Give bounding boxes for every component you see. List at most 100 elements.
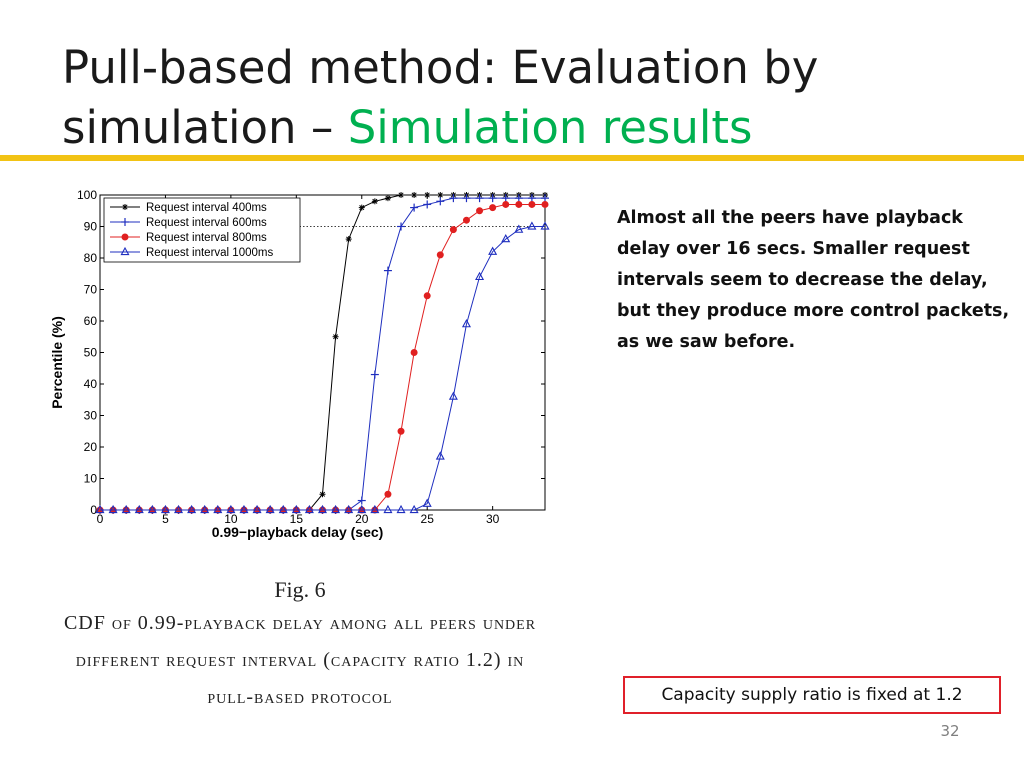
series-4-point bbox=[134, 504, 144, 514]
series-4-point bbox=[475, 271, 485, 281]
series-2-point bbox=[501, 194, 510, 203]
x-tick-label: 0 bbox=[97, 512, 104, 526]
series-4-point bbox=[540, 221, 550, 230]
series-3-point bbox=[462, 216, 470, 224]
series-2-point bbox=[423, 200, 432, 209]
series-1-point bbox=[437, 192, 444, 198]
series-2-point bbox=[370, 370, 379, 379]
series-4-point bbox=[357, 504, 367, 514]
series-line-4 bbox=[100, 226, 545, 511]
legend-label-2: Request interval 600ms bbox=[146, 217, 267, 229]
legend-marker-2 bbox=[121, 218, 129, 226]
series-3-point bbox=[489, 204, 497, 212]
series-4-point bbox=[331, 504, 341, 514]
title-accent: Simulation results bbox=[347, 101, 753, 154]
legend-label-4: Request interval 1000ms bbox=[146, 247, 273, 259]
series-4-point bbox=[265, 504, 275, 514]
x-tick-label: 5 bbox=[162, 512, 169, 526]
x-tick-label: 10 bbox=[224, 512, 238, 526]
series-4-point bbox=[95, 504, 105, 514]
series-4-point bbox=[396, 504, 406, 514]
y-tick-label: 20 bbox=[84, 440, 98, 454]
series-4-point bbox=[383, 504, 393, 514]
y-tick-label: 40 bbox=[84, 377, 98, 391]
legend-marker-3 bbox=[121, 233, 129, 241]
series-4-point bbox=[278, 504, 288, 514]
series-2-point bbox=[462, 194, 471, 203]
series-4-point bbox=[370, 504, 380, 514]
series-2-point bbox=[397, 222, 406, 231]
page-number: 32 bbox=[940, 722, 960, 740]
y-tick-label: 80 bbox=[84, 251, 98, 265]
series-3-point bbox=[410, 349, 418, 356]
y-tick-label: 100 bbox=[77, 188, 97, 202]
series-1-point bbox=[332, 333, 339, 340]
series-4-point bbox=[501, 233, 511, 243]
series-4-point bbox=[147, 504, 157, 514]
y-tick-label: 70 bbox=[84, 283, 98, 297]
title-divider bbox=[0, 155, 1024, 161]
series-4-point bbox=[187, 504, 197, 514]
y-tick-label: 30 bbox=[84, 409, 98, 423]
series-3-point bbox=[528, 200, 536, 208]
x-tick-label: 20 bbox=[355, 512, 369, 526]
series-4-point bbox=[200, 504, 210, 514]
figure-caption: Fig. 6 CDF of 0.99-playback delay among … bbox=[50, 575, 550, 716]
series-2-point bbox=[514, 194, 523, 203]
series-4-point bbox=[461, 319, 471, 328]
series-3-point bbox=[384, 490, 392, 498]
series-3-point bbox=[502, 200, 510, 208]
y-tick-label: 90 bbox=[84, 220, 98, 234]
series-1-point bbox=[411, 192, 418, 198]
series-2-point bbox=[488, 194, 497, 203]
series-1-point bbox=[345, 236, 352, 243]
x-tick-label: 15 bbox=[290, 512, 304, 526]
series-3-point bbox=[515, 200, 523, 208]
x-tick-label: 25 bbox=[421, 512, 435, 526]
series-4-point bbox=[174, 504, 184, 514]
series-4-point bbox=[435, 451, 445, 460]
series-4-point bbox=[121, 504, 131, 514]
series-4-point bbox=[226, 504, 236, 514]
series-4-point bbox=[213, 504, 223, 514]
legend-marker-1 bbox=[122, 204, 128, 210]
legend-label-3: Request interval 800ms bbox=[146, 232, 267, 244]
series-4-point bbox=[160, 504, 170, 514]
figure-caption-text: CDF of 0.99-playback delay among all pee… bbox=[63, 612, 537, 708]
series-3-point bbox=[436, 251, 444, 259]
series-4-point bbox=[317, 504, 328, 514]
series-3-point bbox=[476, 207, 484, 215]
x-axis-label: 0.99−playback delay (sec) bbox=[212, 524, 384, 540]
series-4-point bbox=[448, 391, 458, 400]
series-1-point bbox=[398, 192, 405, 198]
series-4-point bbox=[304, 504, 314, 514]
series-2-point bbox=[357, 496, 366, 505]
body-text: Almost all the peers have playback delay… bbox=[617, 208, 1010, 352]
series-4-point bbox=[488, 246, 498, 255]
series-4-point bbox=[344, 504, 354, 514]
y-axis-label: Percentile (%) bbox=[49, 316, 65, 409]
series-4-point bbox=[422, 498, 432, 507]
series-4-point bbox=[409, 504, 419, 514]
series-2-point bbox=[475, 194, 484, 203]
legend-label-1: Request interval 400ms bbox=[146, 202, 267, 214]
series-2-point bbox=[449, 194, 458, 203]
series-4-point bbox=[514, 224, 524, 233]
series-2-point bbox=[436, 197, 445, 206]
figure-label: Fig. 6 bbox=[274, 577, 326, 602]
x-tick-label: 30 bbox=[486, 512, 500, 526]
cdf-chart: 0 5 10 15 20 25 30 0 10 20 30 40 50 60 70 80 90 100 0.99−p… bbox=[49, 188, 550, 540]
series-1-point bbox=[319, 491, 326, 498]
series-3-point bbox=[449, 226, 457, 234]
series-1-point bbox=[424, 192, 431, 198]
series-1-point bbox=[358, 204, 365, 211]
y-tick-label: 10 bbox=[84, 472, 98, 486]
legend-marker-4 bbox=[120, 246, 130, 256]
y-tick-label: 0 bbox=[90, 503, 97, 517]
series-3-point bbox=[423, 292, 431, 300]
series-1-point bbox=[371, 198, 378, 205]
series-4-point bbox=[252, 504, 262, 514]
series-4-point bbox=[108, 504, 118, 514]
series-2-point bbox=[541, 194, 549, 203]
series-2-point bbox=[410, 203, 419, 212]
